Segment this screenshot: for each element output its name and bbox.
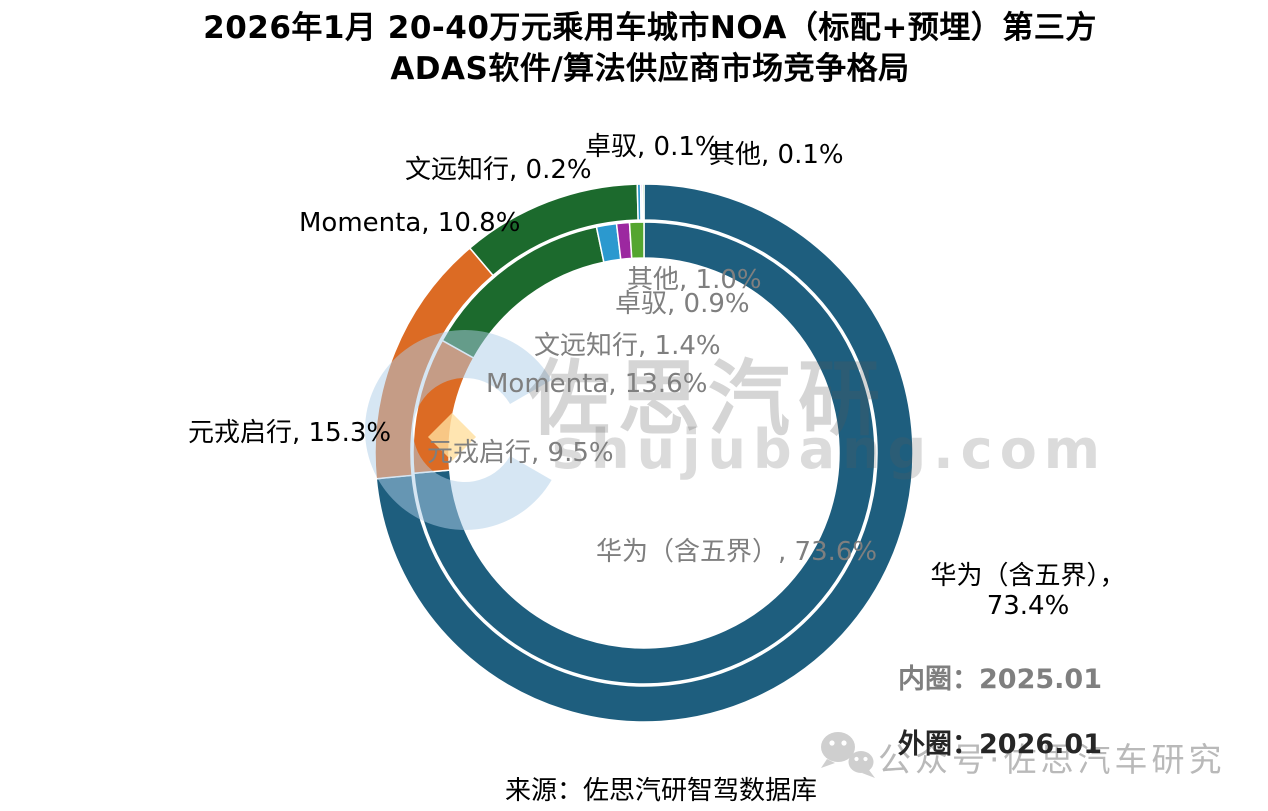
legend-inner-ring: 内圈：2025.01 (898, 664, 1102, 695)
label-outer-huawei-line1: 华为（含五界）， (930, 561, 1126, 591)
chart-title-line2: ADAS软件/算法供应商市场竞争格局 (390, 51, 910, 87)
slice-outer-5 (641, 183, 645, 221)
label-inner-zhuoyu: 卓驭, 0.9% (615, 289, 750, 319)
label-outer-zhuoyu: 卓驭, 0.1% (585, 132, 720, 162)
label-inner-yuanrong: 元戎启行, 9.5% (427, 438, 614, 468)
label-inner-qita: 其他, 1.0% (627, 265, 762, 295)
label-outer-huawei: 华为（含五界）， 73.4% (893, 561, 1163, 621)
label-outer-momenta: Momenta, 10.8% (299, 208, 521, 238)
source-note: 来源：佐思汽研智驾数据库 (505, 776, 818, 806)
slice-inner-5 (628, 221, 645, 260)
chart-title-line1: 2026年1月 20-40万元乘用车城市NOA（标配+预埋）第三方 (203, 10, 1097, 46)
label-outer-huawei-line2: 73.4% (986, 591, 1070, 621)
label-outer-wenyuan: 文远知行, 0.2% (405, 155, 592, 185)
legend-outer-ring: 外圈：2026.01 (898, 729, 1102, 760)
label-inner-momenta: Momenta, 13.6% (486, 369, 708, 399)
chart-title: 2026年1月 20-40万元乘用车城市NOA（标配+预埋）第三方 ADAS软件… (32, 8, 1268, 90)
label-outer-yuanrong: 元戎启行, 15.3% (188, 418, 392, 448)
label-outer-qita: 其他, 0.1% (709, 140, 844, 170)
label-inner-huawei: 华为（含五界）, 73.6% (596, 537, 878, 567)
label-inner-wenyuan: 文远知行, 1.4% (534, 331, 721, 361)
